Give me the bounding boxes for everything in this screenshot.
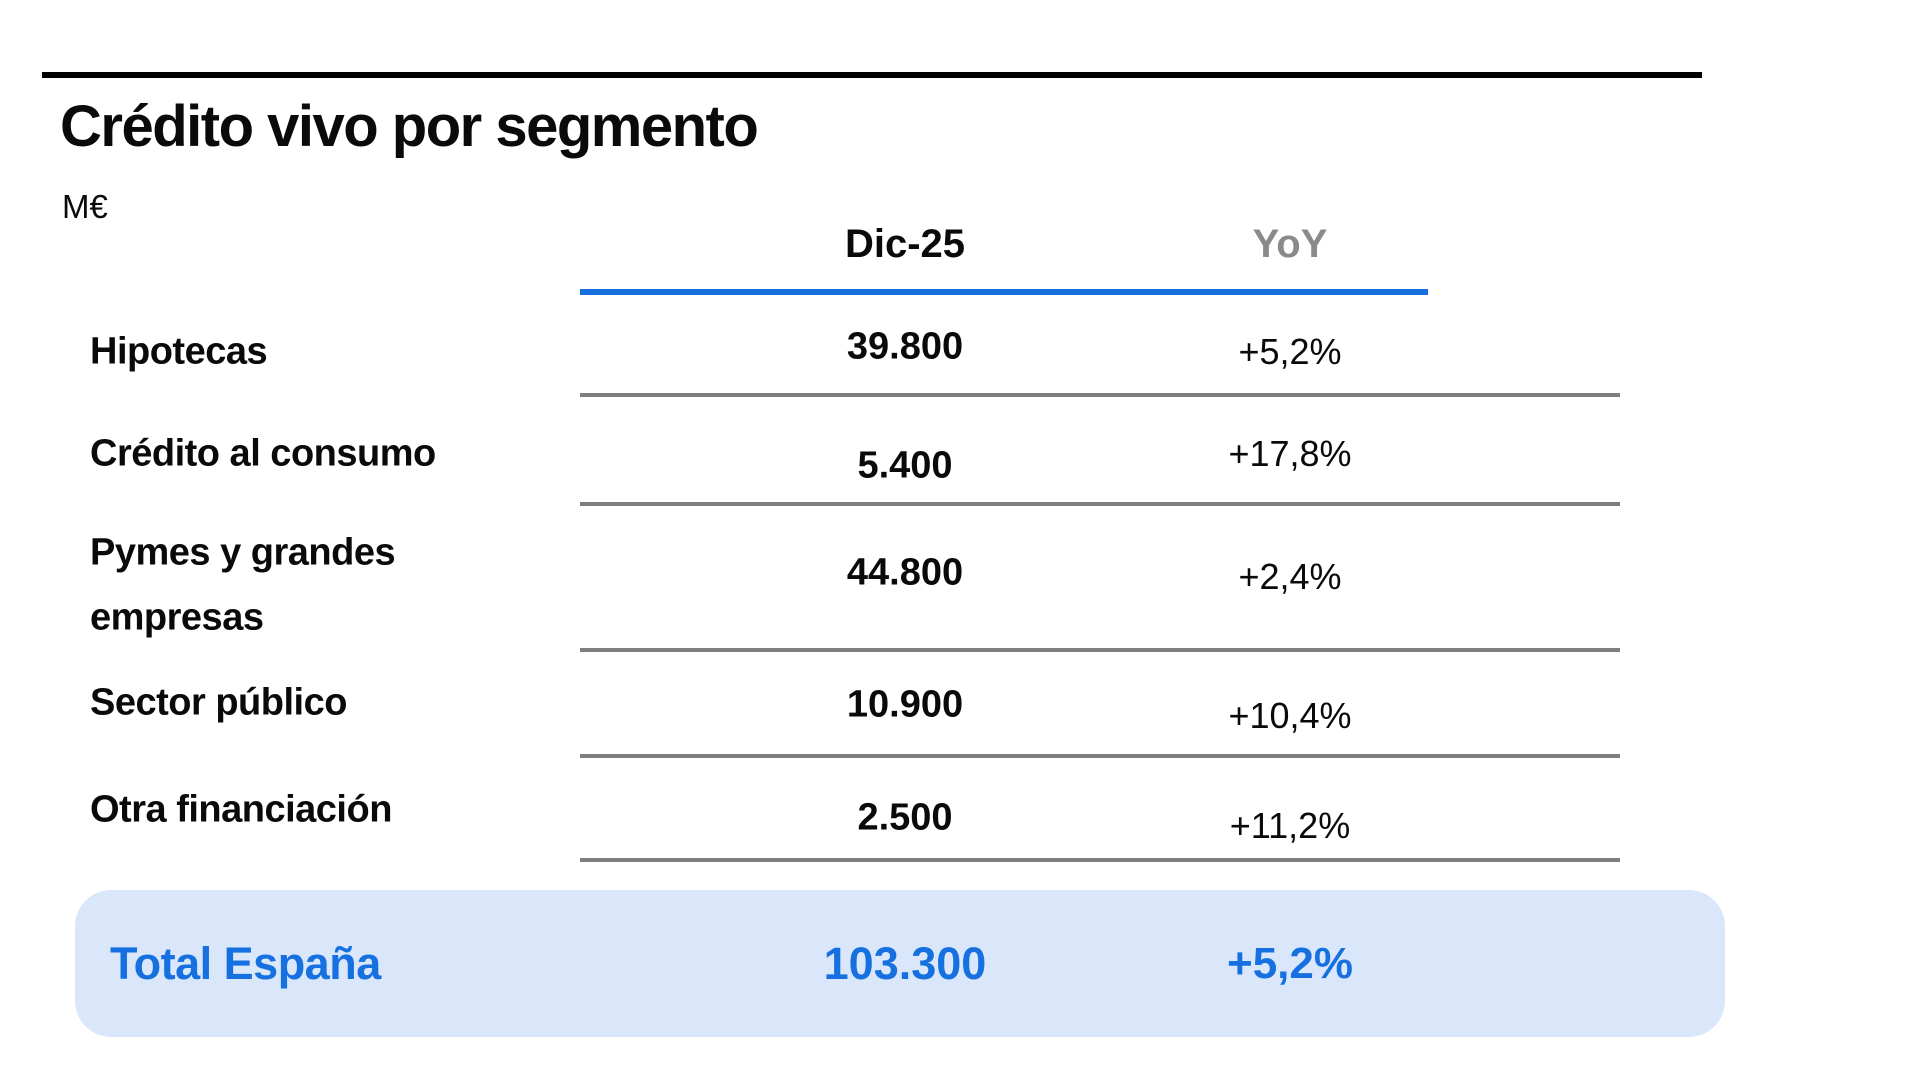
yoy-value: +5,2% xyxy=(1238,330,1342,372)
row-separator xyxy=(580,754,1620,758)
table-row-hipotecas: Hipotecas 39.800 +5,2% xyxy=(0,310,1920,393)
header-underline xyxy=(580,289,1428,295)
page-title: Crédito vivo por segmento xyxy=(60,94,759,159)
unit-label: M€ xyxy=(62,188,108,225)
segment-label: Pymes y grandes empresas xyxy=(90,531,396,638)
yoy-value: +2,4% xyxy=(1238,556,1342,597)
total-yoy-value: +5,2% xyxy=(1227,938,1353,988)
row-separator xyxy=(580,393,1620,397)
total-dic25-value: 103.300 xyxy=(823,937,987,989)
yoy-value: +10,4% xyxy=(1228,695,1352,736)
row-separator xyxy=(580,502,1620,506)
dic25-value: 10.900 xyxy=(846,683,964,726)
table-row-credito-consumo: Crédito al consumo 5.400 +17,8% xyxy=(0,397,1920,502)
dic25-value: 39.800 xyxy=(846,325,964,367)
yoy-value: +17,8% xyxy=(1228,432,1352,474)
column-header-yoy: YoY xyxy=(1252,222,1328,266)
top-divider xyxy=(42,72,1702,78)
total-label: Total España xyxy=(110,937,381,989)
row-separator xyxy=(580,858,1620,862)
table-row-sector-publico: Sector público 10.900 +10,4% xyxy=(0,652,1920,754)
column-header-dic25: Dic-25 xyxy=(844,222,966,266)
table-row-pymes-empresas: Pymes y grandes empresas 44.800 +2,4% xyxy=(0,506,1920,648)
dic25-value: 5.400 xyxy=(857,444,953,486)
segment-label: Hipotecas xyxy=(90,330,268,373)
dic25-value: 44.800 xyxy=(846,551,964,594)
segment-label: Otra financiación xyxy=(90,788,392,831)
yoy-value: +11,2% xyxy=(1229,805,1351,846)
segment-label: Sector público xyxy=(90,681,347,724)
table-row-otra-financiacion: Otra financiación 2.500 +11,2% xyxy=(0,762,1920,858)
dic25-value: 2.500 xyxy=(857,796,953,839)
total-row-highlight: Total España 103.300 +5,2% xyxy=(75,890,1725,1037)
segment-label: Crédito al consumo xyxy=(90,432,436,475)
row-separator xyxy=(580,648,1620,652)
